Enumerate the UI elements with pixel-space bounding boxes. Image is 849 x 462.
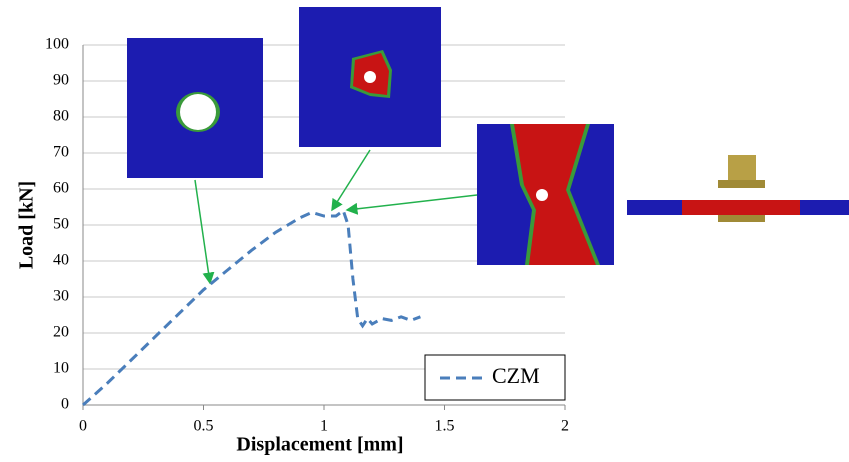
inset-images [127, 7, 849, 283]
y-tick-label: 80 [53, 108, 69, 125]
y-tick-label: 50 [53, 216, 69, 233]
y-axis-title: Load [kN] [16, 181, 38, 269]
x-tick-label: 2 [561, 418, 569, 435]
y-tick-label: 90 [53, 72, 69, 89]
y-tick-label: 60 [53, 180, 69, 197]
data-line [83, 211, 420, 405]
x-tick-label: 0 [79, 418, 87, 435]
x-tick-label: 0.5 [194, 418, 214, 435]
y-tick-label: 30 [53, 288, 69, 305]
y-tick-label: 0 [61, 396, 69, 413]
y-tick-label: 70 [53, 144, 69, 161]
legend-label: CZM [492, 363, 540, 388]
y-tick-label: 100 [45, 36, 69, 53]
x-tick-label: 1 [320, 418, 328, 435]
x-tick-label: 1.5 [435, 418, 455, 435]
x-axis-title: Displacement [mm] [236, 434, 403, 456]
y-tick-label: 40 [53, 252, 69, 269]
y-tick-label: 20 [53, 324, 69, 341]
y-tick-label: 10 [53, 360, 69, 377]
chart: 0 10 20 30 40 50 60 70 80 90 100 0 0.5 1 1.5 2 Displace… [0, 0, 849, 462]
